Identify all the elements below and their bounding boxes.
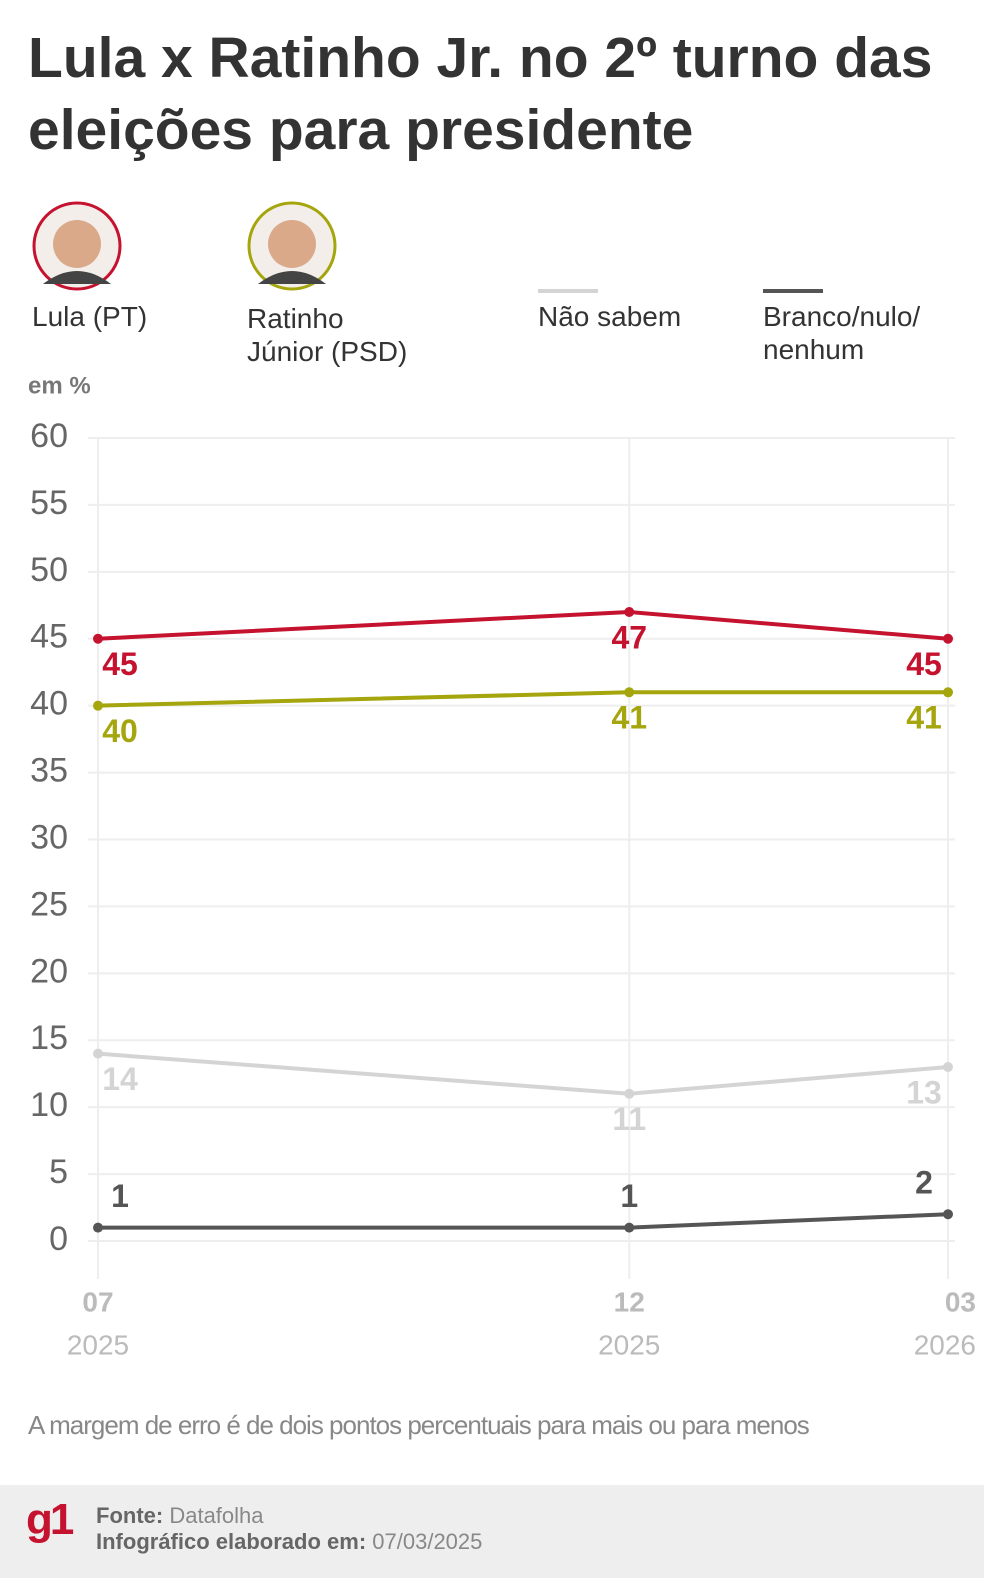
y-tick-label: 35 xyxy=(30,752,68,790)
value-label: 45 xyxy=(102,646,138,682)
value-label: 41 xyxy=(611,700,647,736)
y-tick-label: 0 xyxy=(49,1220,68,1258)
source-value: Datafolha xyxy=(169,1503,264,1528)
point xyxy=(624,1222,635,1233)
series-line xyxy=(97,609,949,641)
y-tick-label: 20 xyxy=(30,952,68,990)
y-tick-label: 60 xyxy=(30,417,68,455)
y-tick-label: 25 xyxy=(30,885,68,923)
avatar-face xyxy=(53,220,101,268)
y-tick-label: 40 xyxy=(30,685,68,723)
y-tick-label: 5 xyxy=(49,1153,68,1191)
y-tick-label: 10 xyxy=(30,1086,68,1124)
point xyxy=(624,1088,635,1099)
y-tick-label: 30 xyxy=(30,818,68,856)
avatar-body xyxy=(258,271,326,284)
x-tick-month: 12 xyxy=(614,1286,645,1317)
x-tick-year: 2026 xyxy=(914,1329,976,1360)
point xyxy=(93,700,103,711)
value-label: 1 xyxy=(111,1178,129,1214)
series-line xyxy=(98,1212,949,1230)
value-label: 45 xyxy=(906,646,942,682)
value-label: 14 xyxy=(102,1061,138,1097)
series-line xyxy=(97,1051,949,1096)
date: Infográfico elaborado em: 07/03/2025 xyxy=(96,1529,482,1555)
source: Fonte: Datafolha xyxy=(96,1503,264,1529)
logo: g1 xyxy=(26,1495,74,1544)
footer: g1 Fonte: Datafolha Infográfico elaborad… xyxy=(0,1485,984,1578)
value-label: 13 xyxy=(906,1074,942,1110)
chart: em %051015202530354045505560072025122025… xyxy=(28,201,976,1360)
point xyxy=(624,606,635,617)
legend-label: Branco/nulo/ nenhum xyxy=(763,301,921,365)
y-tick-label: 50 xyxy=(30,551,68,589)
legend-label: Não sabem xyxy=(538,301,682,332)
point xyxy=(624,687,635,698)
legend-label: Lula (PT) xyxy=(32,301,148,332)
value-label: 11 xyxy=(612,1101,646,1137)
point xyxy=(93,1048,103,1059)
x-tick-month: 07 xyxy=(82,1286,113,1317)
avatar-body xyxy=(43,271,111,284)
value-label: 1 xyxy=(620,1178,638,1214)
x-tick-year: 2025 xyxy=(67,1329,129,1360)
avatar-face xyxy=(268,220,316,268)
title: Lula x Ratinho Jr. no 2º turno das eleiç… xyxy=(28,26,933,162)
unit-label: em % xyxy=(28,372,91,399)
point xyxy=(943,1062,953,1073)
value-label: 2 xyxy=(915,1165,933,1201)
date-label: Infográfico elaborado em: xyxy=(96,1529,367,1554)
value-label: 40 xyxy=(102,713,138,749)
point xyxy=(943,1209,953,1220)
value-label: 47 xyxy=(611,619,647,655)
point xyxy=(93,633,103,644)
point xyxy=(93,1222,103,1233)
y-tick-label: 45 xyxy=(30,618,68,656)
series-line xyxy=(97,690,948,708)
x-tick-year: 2025 xyxy=(598,1329,660,1360)
note: A margem de erro é de dois pontos percen… xyxy=(28,1410,810,1440)
legend-label: Ratinho Júnior (PSD) xyxy=(247,303,408,367)
value-label: 41 xyxy=(906,700,942,736)
y-tick-label: 15 xyxy=(30,1019,68,1057)
x-tick-month: 03 xyxy=(945,1286,976,1317)
source-label: Fonte: xyxy=(96,1503,164,1528)
point xyxy=(943,687,953,698)
date-value: 07/03/2025 xyxy=(372,1529,483,1554)
point xyxy=(943,633,953,644)
y-tick-label: 55 xyxy=(30,484,68,522)
